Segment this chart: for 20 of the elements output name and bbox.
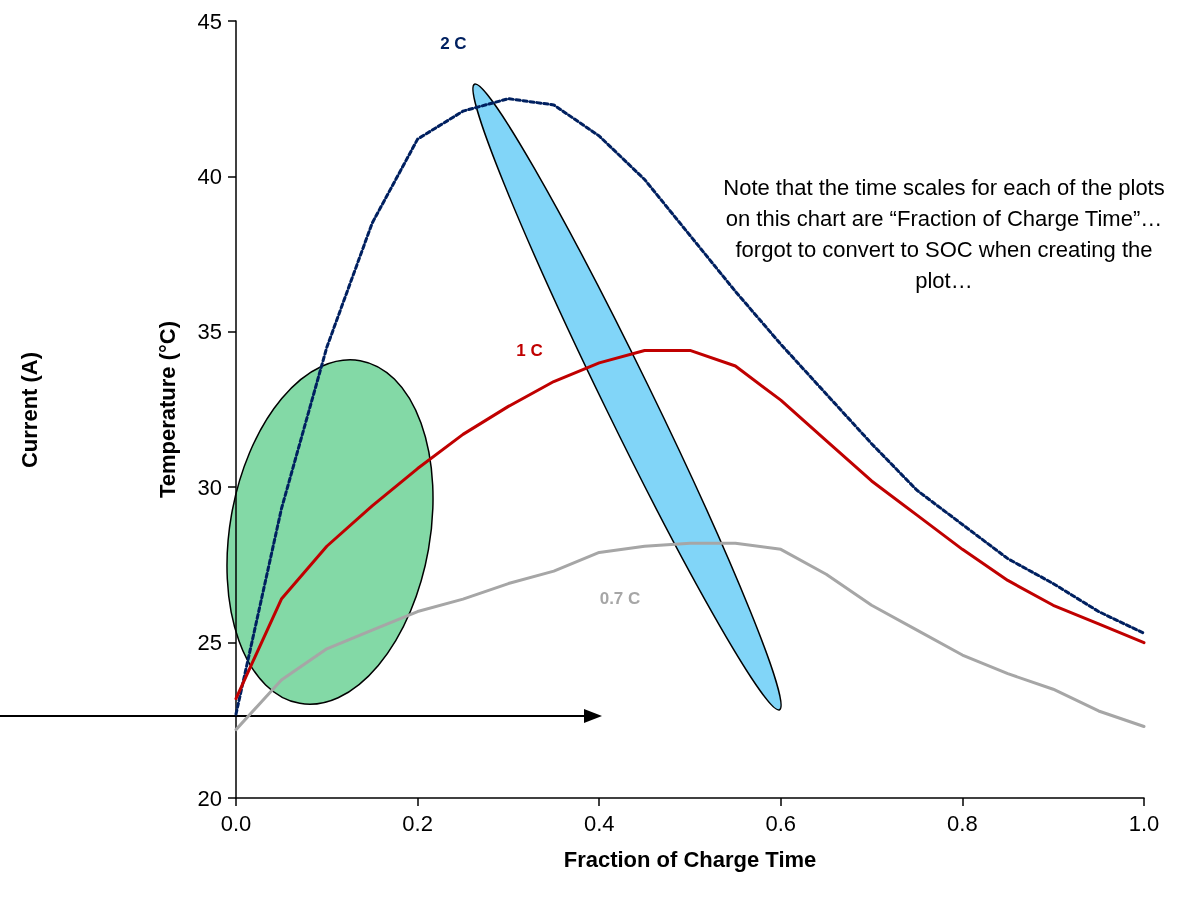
annotation: Note that the time scales for each of the plots on this chart are “Fraction of Charge Time”… forgot to convert to SOC when creating the plot…	[722, 174, 1166, 295]
y-tick-label: 25	[197, 630, 222, 656]
x-tick-label: 0.6	[765, 810, 797, 836]
x-tick-label: 0.0	[220, 810, 252, 836]
y-tick-label: 20	[197, 785, 222, 811]
x-tick-label: 1.0	[1128, 810, 1160, 836]
y-tick-label: 30	[197, 474, 222, 500]
series-label: 0.7 C	[599, 588, 641, 608]
x-tick-label: 0.2	[402, 810, 433, 836]
y-tick-label: 40	[197, 163, 222, 189]
y-axis-title: Temperature (°C)	[154, 320, 180, 499]
x-tick-label: 0.8	[947, 810, 978, 836]
text: Current (A)	[17, 351, 44, 469]
x-axis-title: Fraction of Charge Time	[563, 846, 817, 872]
text: 2 C	[440, 34, 467, 54]
x-tick-label: 0.4	[583, 810, 615, 836]
line-series	[234, 541, 1146, 732]
y-tick-label: 45	[197, 8, 222, 34]
series-label: 1 C	[516, 340, 543, 360]
y-tick-label: 35	[197, 319, 222, 345]
